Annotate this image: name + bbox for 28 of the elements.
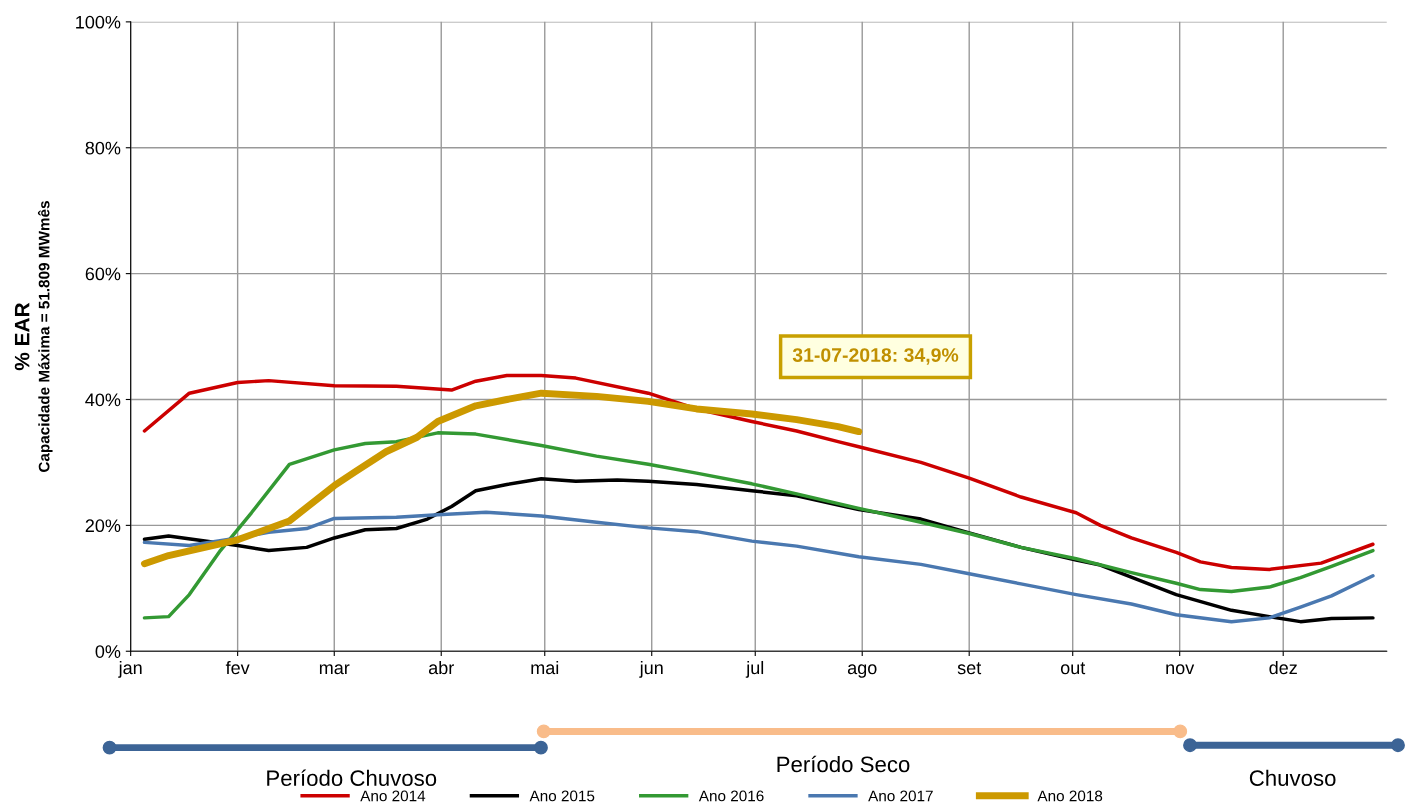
x-tick-label: out [1060, 662, 1086, 675]
x-tick-label: fev [225, 660, 250, 675]
x-tick-label: mar [319, 664, 350, 675]
y-tick-label: 40% [85, 393, 121, 407]
text: Chuvoso [1249, 769, 1336, 786]
text: Período Seco [777, 755, 910, 773]
x-tick-label: nov [1166, 664, 1195, 675]
legend-label: Ano 2017 [868, 790, 933, 802]
legend-label: Ano 2014 [360, 790, 426, 802]
x-tick-label: set [957, 662, 982, 675]
x-tick-label: mai [531, 660, 559, 675]
y-tick-label: 0% [95, 645, 121, 658]
y-axis-title: % EAR Capacidade Máxima = 51.809 MWmês [14, 201, 53, 472]
x-tick-label: jan [118, 660, 142, 678]
x-tick-label: dez [1269, 660, 1297, 675]
x-tick-label: abr [428, 660, 454, 675]
legend-label: Ano 2016 [698, 790, 764, 802]
legend-label: Ano 2018 [1037, 790, 1103, 802]
y-tick-label: 80% [85, 141, 121, 155]
y-tick-label: 100% [76, 15, 121, 29]
x-tick-label: jul [745, 660, 764, 678]
y-tick-label: 60% [85, 267, 121, 281]
y-tick-label: 20% [85, 519, 121, 533]
text: Período Chuvoso [267, 769, 437, 786]
x-tick-label: ago [847, 664, 877, 678]
legend-label: Ano 2015 [529, 790, 595, 802]
x-tick-label: jun [639, 660, 663, 678]
annotation: 31-07-2018: 34,9% [792, 348, 959, 365]
